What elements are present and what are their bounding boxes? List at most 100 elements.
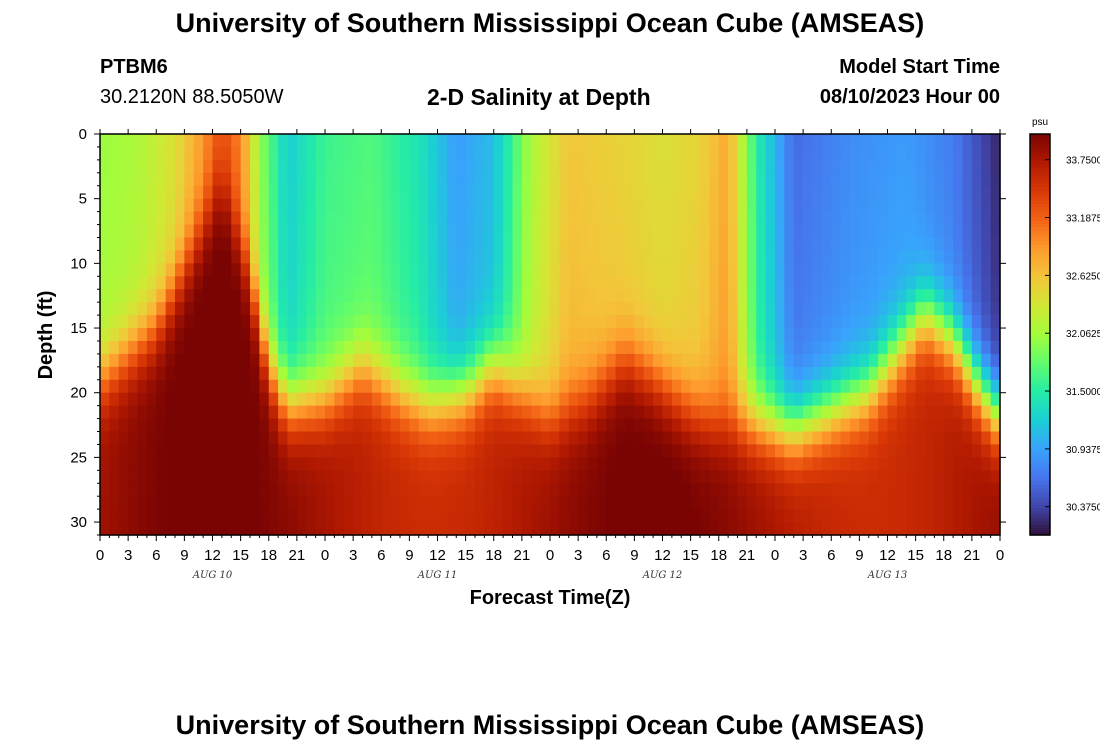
heatmap-cell (915, 159, 926, 174)
heatmap-cell (325, 198, 335, 213)
heatmap-cell (831, 418, 842, 433)
heatmap-cell (362, 353, 373, 368)
heatmap-cell (400, 470, 410, 484)
heatmap-cell (962, 379, 973, 394)
heatmap-cell (446, 522, 457, 536)
heatmap-cell (287, 444, 298, 458)
heatmap-cell (662, 224, 673, 239)
heatmap-cell (203, 470, 214, 484)
heatmap-cell (765, 172, 776, 187)
heatmap-cell (390, 431, 401, 446)
heatmap-cell (568, 392, 579, 407)
heatmap-cell (137, 457, 148, 471)
heatmap-cell (568, 431, 579, 446)
heatmap-cell (306, 134, 317, 148)
heatmap-cell (775, 522, 785, 536)
heatmap-cell (315, 211, 326, 226)
heatmap-cell (512, 237, 523, 252)
heatmap-cell (418, 263, 429, 277)
heatmap-cell (868, 224, 879, 239)
heatmap-cell (109, 159, 120, 174)
heatmap-cell (390, 302, 401, 316)
heatmap-cell (868, 366, 879, 381)
colorbar-segment (1030, 207, 1050, 212)
heatmap-cell (887, 444, 898, 458)
heatmap-cell (146, 315, 157, 329)
heatmap-cell (165, 353, 176, 368)
heatmap-cell (287, 483, 298, 497)
heatmap-cell (587, 198, 598, 213)
heatmap-cell (240, 379, 251, 394)
heatmap-cell (484, 237, 495, 252)
heatmap-cell (503, 379, 514, 394)
heatmap-cell (212, 237, 223, 252)
heatmap-cell (690, 509, 701, 523)
heatmap-cell (962, 509, 973, 523)
heatmap-cell (306, 328, 317, 342)
heatmap-cell (746, 289, 757, 303)
heatmap-cell (981, 470, 992, 484)
heatmap-cell (756, 185, 767, 200)
heatmap-cell (353, 522, 364, 536)
heatmap-cell (831, 146, 842, 161)
heatmap-cell (859, 379, 870, 394)
heatmap-cell (146, 457, 157, 471)
heatmap-cell (362, 418, 373, 433)
heatmap-cell (325, 159, 335, 174)
heatmap-cell (437, 289, 448, 303)
heatmap-cell (606, 431, 617, 446)
heatmap-cell (390, 405, 401, 420)
colorbar-segment (1030, 174, 1050, 179)
heatmap-cell (662, 159, 673, 174)
heatmap-cell (784, 405, 795, 420)
heatmap-cell (784, 366, 795, 381)
heatmap-cell (475, 250, 485, 264)
heatmap-cell (550, 276, 560, 290)
heatmap-cell (812, 134, 823, 148)
heatmap-cell (643, 353, 654, 368)
heatmap-cell (934, 522, 945, 536)
heatmap-cell (850, 211, 860, 226)
heatmap-cell (371, 159, 382, 174)
heatmap-cell (803, 172, 814, 187)
heatmap-cell (559, 431, 570, 446)
colorbar-segment (1030, 160, 1050, 165)
heatmap-cell (503, 315, 514, 329)
heatmap-cell (728, 250, 739, 264)
heatmap-cell (437, 198, 448, 213)
heatmap-cell (793, 185, 804, 200)
heatmap-cell (906, 146, 917, 161)
footer-title: University of Southern Mississippi Ocean… (175, 710, 925, 740)
heatmap-cell (475, 328, 485, 342)
heatmap-cell (775, 146, 785, 161)
heatmap-cell (353, 470, 364, 484)
heatmap-cell (859, 392, 870, 407)
heatmap-cell (568, 172, 579, 187)
heatmap-cell (634, 483, 645, 497)
heatmap-cell (728, 509, 739, 523)
heatmap-cell (315, 379, 326, 394)
heatmap-cell (821, 237, 832, 252)
heatmap-cell (203, 263, 214, 277)
heatmap-cell (568, 211, 579, 226)
heatmap-cell (596, 185, 607, 200)
colorbar-tick-label: 30.9375 (1066, 445, 1100, 456)
heatmap-cell (400, 289, 410, 303)
heatmap-cell (531, 146, 542, 161)
heatmap-cell (193, 379, 204, 394)
heatmap-cell (625, 496, 635, 510)
heatmap-cell (625, 366, 635, 381)
heatmap-cell (296, 134, 307, 148)
heatmap-cell (221, 198, 232, 213)
heatmap-cell (859, 185, 870, 200)
heatmap-cell (671, 250, 682, 264)
heatmap-cell (100, 340, 110, 355)
heatmap-cell (156, 431, 167, 446)
heatmap-cell (212, 444, 223, 458)
heatmap-cell (925, 263, 935, 277)
colorbar-segment (1030, 137, 1050, 142)
heatmap-cell (418, 340, 429, 355)
heatmap-cell (118, 522, 129, 536)
heatmap-cell (146, 522, 157, 536)
heatmap-cell (709, 224, 720, 239)
